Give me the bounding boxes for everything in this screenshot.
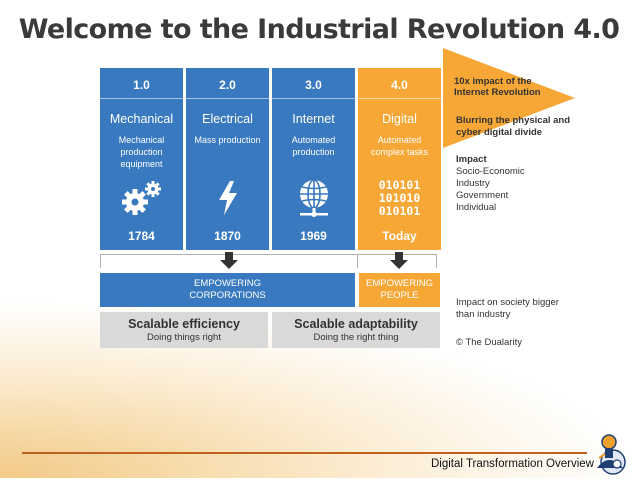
- lightning-icon: [186, 176, 269, 220]
- column-number: 3.0: [305, 78, 322, 92]
- impact-item: Individual: [456, 202, 497, 213]
- column-divider: [272, 98, 355, 99]
- binary-icon: 010101 101010 010101: [358, 176, 441, 220]
- empowering-corporations: EMPOWERING CORPORATIONS: [100, 273, 355, 307]
- column-name: Electrical: [202, 112, 253, 126]
- connector-tick: [436, 254, 437, 268]
- scalable-subtitle: Doing the right thing: [313, 332, 399, 343]
- connector-tick: [100, 254, 101, 268]
- column-number: 1.0: [133, 78, 150, 92]
- presenter-logo-icon: [587, 428, 635, 476]
- connector-line: [100, 254, 436, 255]
- impact-item: Government: [456, 190, 509, 201]
- page-title: Welcome to the Industrial Revolution 4.0: [18, 14, 620, 45]
- scalable-efficiency: Scalable efficiency Doing things right: [100, 312, 268, 348]
- empowering-people: EMPOWERING PEOPLE: [359, 273, 440, 307]
- gears-icon: [100, 176, 183, 220]
- column-name: Digital: [382, 112, 417, 126]
- impact-arrow: [443, 48, 575, 148]
- footer-title: Digital Transformation Overview: [431, 458, 594, 470]
- arrow-label: 10x impact of the Internet Revolution: [454, 76, 541, 98]
- column-description: Automated production: [291, 135, 336, 157]
- impact-item: Industry: [456, 178, 490, 189]
- column-name: Mechanical: [109, 112, 174, 126]
- column-digital: 4.0 Digital Automated complex tasks 0101…: [358, 68, 441, 250]
- connector-tick: [357, 254, 358, 268]
- column-divider: [100, 98, 183, 99]
- column-year: Today: [382, 229, 417, 243]
- scalable-subtitle: Doing things right: [147, 332, 221, 343]
- column-description: Mechanical production equipment: [118, 135, 165, 169]
- column-divider: [358, 98, 441, 99]
- column-year: 1870: [214, 229, 241, 243]
- column-description: Automated complex tasks: [370, 135, 429, 157]
- column-year: 1969: [300, 229, 327, 243]
- column-divider: [186, 98, 269, 99]
- binary-line: 010101: [378, 203, 421, 218]
- impact-block: Impact Socio-Economic Industry Governmen…: [456, 154, 525, 214]
- binary-line: 101010: [378, 190, 421, 205]
- column-electrical: 2.0 Electrical Mass production 1870: [186, 68, 269, 250]
- column-number: 2.0: [219, 78, 236, 92]
- society-text: Impact on society bigger than industry: [456, 297, 559, 320]
- scalable-adaptability: Scalable adaptability Doing the right th…: [272, 312, 440, 348]
- globe-icon: [272, 176, 355, 220]
- impact-item: Socio-Economic: [456, 166, 525, 177]
- column-year: 1784: [128, 229, 155, 243]
- footer-divider: [22, 452, 587, 454]
- scalable-title: Scalable adaptability: [294, 317, 418, 331]
- column-internet: 3.0 Internet Automated production 1969: [272, 68, 355, 250]
- column-number: 4.0: [391, 78, 408, 92]
- blurring-text: Blurring the physical and cyber digital …: [456, 115, 571, 138]
- column-description: Mass production: [194, 135, 261, 145]
- binary-line: 010101: [378, 177, 421, 192]
- scalable-title: Scalable efficiency: [128, 317, 240, 331]
- impact-title: Impact: [456, 154, 487, 165]
- credit-text: © The Dualarity: [456, 337, 522, 348]
- column-mechanical: 1.0 Mechanical Mechanical production equ…: [100, 68, 183, 250]
- column-name: Internet: [292, 112, 335, 126]
